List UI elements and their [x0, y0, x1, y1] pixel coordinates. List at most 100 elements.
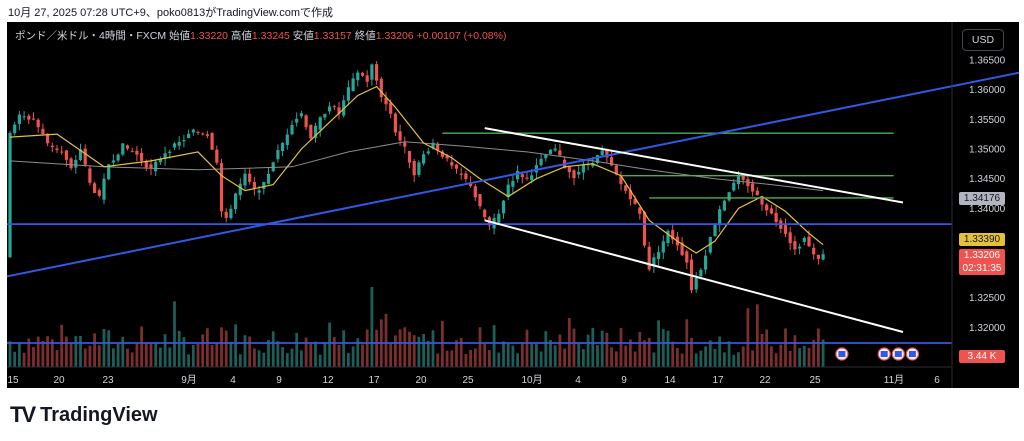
currency-button[interactable]: USD	[962, 29, 1004, 51]
candle-body	[577, 171, 581, 175]
volume-bar	[469, 349, 472, 367]
candle-body	[191, 129, 195, 133]
candle-body	[323, 114, 327, 118]
volume-bar	[629, 339, 632, 367]
volume-bar	[102, 329, 106, 367]
volume-bar	[210, 344, 214, 367]
x-tick-label: 20	[415, 375, 427, 386]
volume-bar	[168, 347, 172, 367]
volume-bar	[342, 330, 346, 367]
candle-body	[60, 151, 64, 153]
candle-body	[403, 142, 407, 147]
candle-body	[807, 236, 811, 247]
volume-bar	[563, 348, 566, 367]
legend-high-label: 高値	[230, 30, 252, 42]
candle-body	[243, 173, 247, 186]
candle-body	[342, 100, 346, 116]
candle-body	[398, 131, 402, 141]
volume-bar	[27, 338, 31, 367]
candle-body	[125, 145, 130, 149]
volume-bar	[65, 336, 68, 367]
volume-bar	[619, 328, 623, 367]
volume-bar	[520, 342, 524, 367]
volume-bar	[191, 344, 195, 367]
candle-body	[88, 168, 92, 183]
volume-bar	[201, 334, 205, 367]
candle-body	[149, 164, 153, 169]
volume-bar	[464, 354, 468, 367]
volume-bar	[220, 327, 223, 367]
candle-body	[525, 177, 529, 179]
candle-body	[356, 72, 360, 81]
candle-body	[144, 161, 148, 168]
candle-body	[346, 87, 350, 101]
volume-bar	[647, 337, 651, 367]
candle-body	[328, 106, 332, 112]
y-tick-label: 1.36000	[969, 85, 1006, 96]
candle-body	[774, 212, 778, 222]
candle-body	[440, 151, 444, 157]
candle-body	[78, 149, 83, 160]
volume-bar	[79, 335, 82, 367]
candle-body	[182, 140, 186, 142]
volume-bar	[704, 346, 707, 367]
chart-area[interactable]: 1.36500 1.36000 1.35500 1.35000 1.34500 1.340…	[7, 22, 1019, 388]
candle-body	[393, 113, 397, 133]
volume-bar	[285, 353, 289, 367]
candle-body	[257, 190, 261, 193]
candle-body	[567, 165, 571, 173]
ma-short-line	[9, 85, 824, 254]
candle-body	[732, 182, 736, 191]
volume-bar	[234, 324, 237, 367]
candle-body	[694, 278, 698, 290]
candle-body	[511, 181, 515, 187]
volume-bar	[50, 339, 54, 367]
candle-body	[375, 64, 379, 81]
volume-bar	[384, 313, 388, 367]
candle-body	[713, 224, 717, 237]
candle-body	[628, 190, 632, 200]
volume-bar	[107, 330, 111, 367]
volume-bar	[502, 341, 505, 367]
candle-body	[699, 269, 703, 277]
volume-bar	[812, 340, 816, 367]
candle-body	[229, 208, 233, 219]
candle-body	[751, 183, 755, 192]
volume-bar	[159, 347, 162, 367]
tradingview-footer[interactable]: TV TradingView	[10, 402, 158, 428]
candle-body	[276, 150, 280, 160]
volume-bar	[328, 322, 331, 367]
candle-body	[483, 209, 487, 218]
candle-body	[154, 161, 158, 172]
candle-body	[539, 158, 543, 166]
price-chart[interactable]: 1.36500 1.36000 1.35500 1.35000 1.34500 1.340…	[7, 22, 1019, 388]
candle-body	[248, 173, 252, 182]
volume-bar	[182, 337, 186, 367]
candle-body	[135, 150, 139, 155]
candle-body	[722, 200, 726, 211]
volume-bar	[300, 350, 303, 367]
volume-bar	[765, 329, 769, 367]
volume-bar	[614, 351, 618, 367]
volume-bar	[22, 352, 26, 367]
candle-body	[544, 154, 548, 159]
x-tick-label: 14	[664, 375, 676, 386]
candle-body	[187, 133, 191, 139]
price-tag-last: 1.33206 02:31:35	[959, 249, 1005, 275]
volume-bar	[497, 352, 501, 367]
us-flag-stripe	[838, 351, 846, 357]
candle-body	[769, 208, 773, 214]
volume-bar	[779, 344, 783, 367]
candle-body	[238, 183, 242, 196]
candle-body	[718, 209, 722, 226]
candle-body	[41, 128, 45, 135]
candle-body	[417, 162, 421, 175]
volume-bar	[666, 330, 670, 367]
candle-body	[365, 75, 369, 82]
volume-bar	[332, 337, 336, 367]
candle-body	[163, 153, 167, 159]
last-price: 1.33206	[963, 250, 1001, 261]
candle-body	[201, 133, 205, 135]
candle-body	[516, 171, 520, 180]
candle-body	[657, 252, 661, 259]
